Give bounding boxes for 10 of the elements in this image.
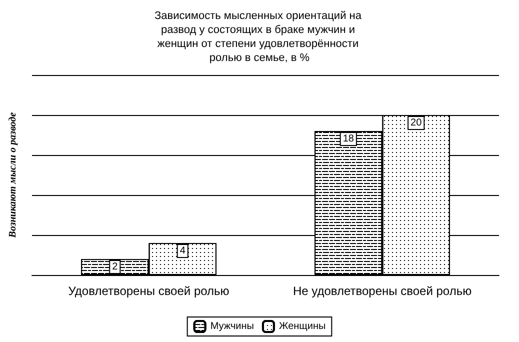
data-label: 2 [112,262,118,272]
data-label: 4 [180,246,186,256]
x-tick-label: Не удовлетворены своей ролью [292,284,472,298]
data-label: 20 [410,118,422,128]
chart-title: Зависимость мысленных ориентаций на развод у состоящих в браке мужчин и женщин от степени удовлетворённости ролью в семье, в % [154,10,365,64]
x-tick-label: Удовлетворены своей ролью [68,284,230,298]
legend-label: Мужчины [210,321,254,332]
data-label: 18 [342,134,354,144]
y-axis-title: Возникают мысли о разводе [8,112,18,239]
legend-label: Женщины [278,321,326,332]
